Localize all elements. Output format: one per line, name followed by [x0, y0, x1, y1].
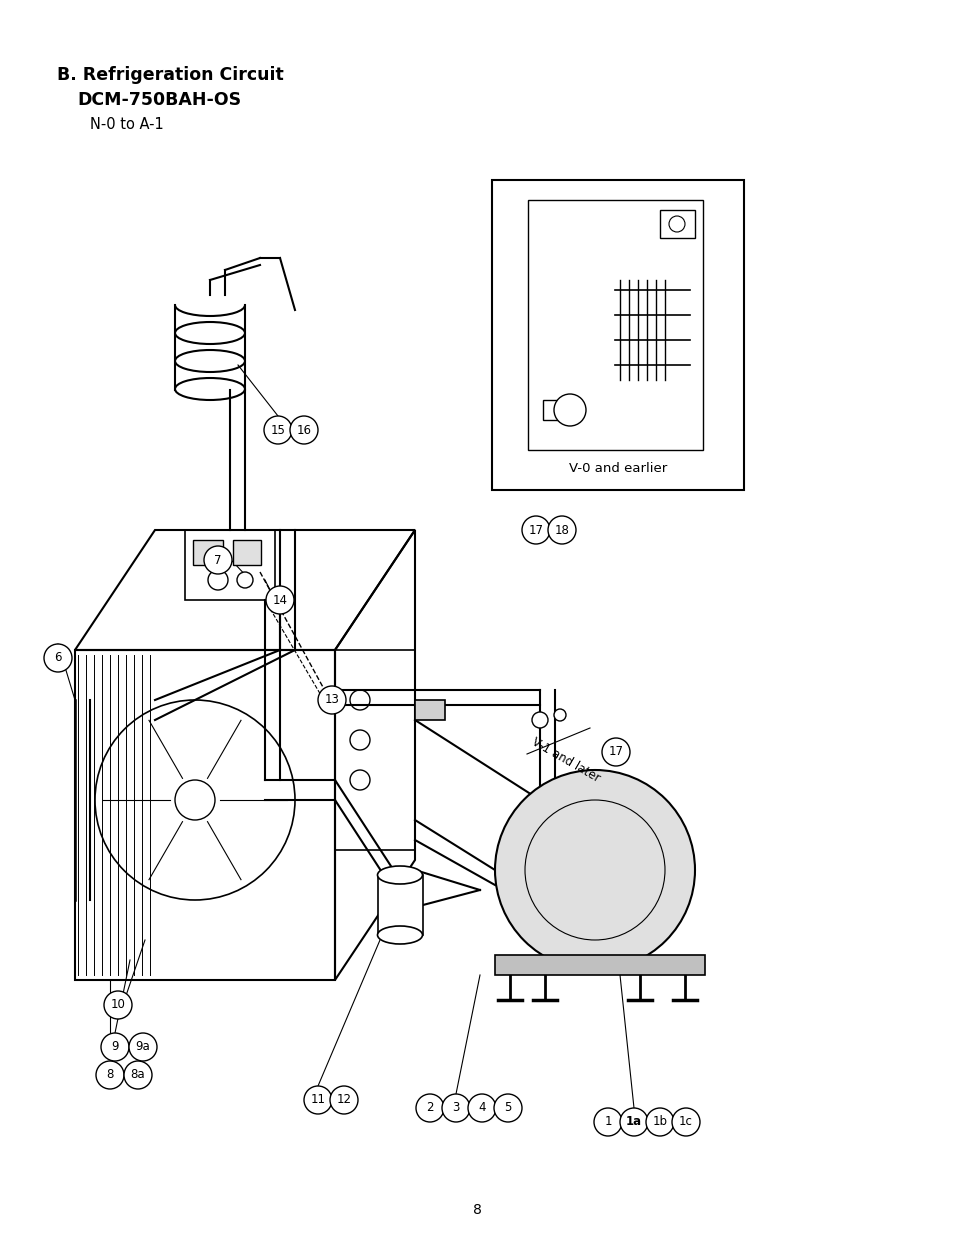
Circle shape: [317, 685, 346, 714]
Circle shape: [554, 709, 565, 721]
Ellipse shape: [377, 926, 422, 944]
Bar: [377, 876, 422, 935]
Bar: [415, 700, 444, 720]
Text: 1b: 1b: [652, 1115, 667, 1129]
Text: N-0 to A-1: N-0 to A-1: [90, 116, 164, 131]
Text: 14: 14: [273, 594, 287, 606]
Text: 9: 9: [112, 1041, 118, 1053]
Circle shape: [521, 516, 550, 543]
Circle shape: [101, 1032, 129, 1061]
Circle shape: [494, 1094, 521, 1123]
Circle shape: [619, 1108, 647, 1136]
Circle shape: [129, 1032, 157, 1061]
Bar: [527, 200, 702, 450]
Circle shape: [601, 739, 629, 766]
Circle shape: [236, 572, 253, 588]
Bar: [659, 210, 695, 238]
Bar: [185, 530, 274, 600]
Circle shape: [668, 216, 684, 232]
Text: 12: 12: [336, 1093, 351, 1107]
Circle shape: [594, 1108, 621, 1136]
Circle shape: [290, 416, 317, 445]
Circle shape: [96, 1061, 124, 1089]
Circle shape: [547, 516, 576, 543]
Text: 6: 6: [54, 652, 62, 664]
Bar: [335, 650, 415, 850]
Circle shape: [204, 546, 232, 574]
Text: 5: 5: [504, 1102, 511, 1114]
Text: 13: 13: [324, 694, 339, 706]
Text: V-0 and earlier: V-0 and earlier: [568, 462, 666, 474]
Circle shape: [468, 1094, 496, 1123]
Text: 9a: 9a: [135, 1041, 151, 1053]
Text: 7: 7: [214, 553, 221, 567]
Text: 11: 11: [310, 1093, 325, 1107]
Circle shape: [330, 1086, 357, 1114]
Bar: [75, 650, 335, 981]
Circle shape: [495, 769, 695, 969]
Text: B. Refrigeration Circuit: B. Refrigeration Circuit: [57, 65, 283, 84]
Text: 18: 18: [554, 524, 569, 536]
Text: 8: 8: [472, 1203, 481, 1216]
Circle shape: [304, 1086, 332, 1114]
Circle shape: [645, 1108, 673, 1136]
Circle shape: [174, 781, 214, 820]
Text: 2: 2: [426, 1102, 434, 1114]
Text: 8a: 8a: [131, 1068, 145, 1082]
Bar: [542, 400, 560, 420]
Text: 1: 1: [603, 1115, 611, 1129]
Circle shape: [44, 643, 71, 672]
Circle shape: [208, 571, 228, 590]
Text: 17: 17: [608, 746, 623, 758]
Text: 1a: 1a: [625, 1115, 641, 1129]
Bar: [193, 540, 223, 564]
Bar: [233, 540, 261, 564]
Bar: [495, 955, 704, 974]
Text: 4: 4: [477, 1102, 485, 1114]
Text: 1c: 1c: [679, 1115, 692, 1129]
Circle shape: [532, 713, 547, 727]
Text: 8: 8: [106, 1068, 113, 1082]
Text: 17: 17: [528, 524, 543, 536]
Text: 16: 16: [296, 424, 312, 436]
Bar: [492, 180, 743, 490]
Circle shape: [264, 416, 292, 445]
Circle shape: [441, 1094, 470, 1123]
Circle shape: [266, 585, 294, 614]
Text: 15: 15: [271, 424, 285, 436]
Text: 10: 10: [111, 999, 125, 1011]
Circle shape: [554, 394, 585, 426]
Text: V-1 and later: V-1 and later: [530, 735, 602, 784]
Circle shape: [124, 1061, 152, 1089]
Ellipse shape: [377, 866, 422, 884]
Circle shape: [416, 1094, 443, 1123]
Circle shape: [104, 990, 132, 1019]
Text: 3: 3: [452, 1102, 459, 1114]
Text: DCM-750BAH-OS: DCM-750BAH-OS: [77, 91, 241, 109]
Circle shape: [671, 1108, 700, 1136]
